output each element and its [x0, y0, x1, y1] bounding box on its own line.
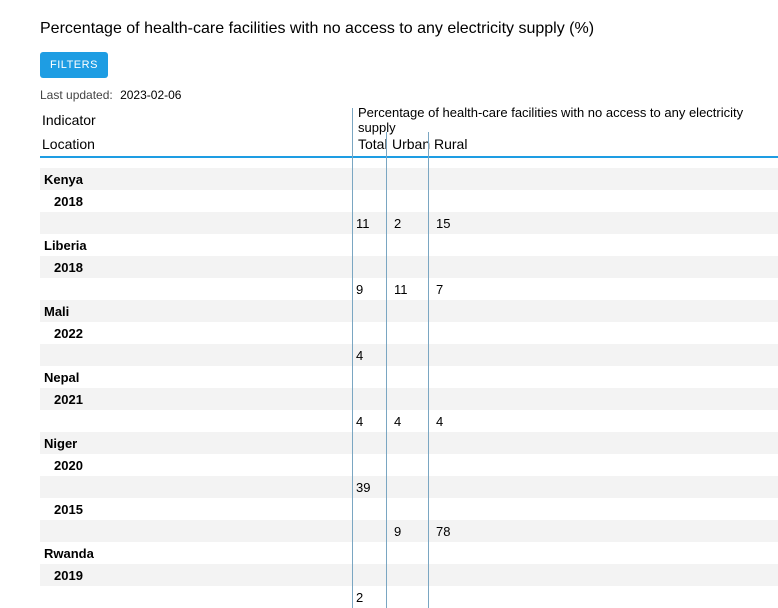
cell-total: 4	[354, 348, 388, 363]
country-label: Rwanda	[40, 546, 354, 561]
cell-urban: 11	[388, 282, 430, 297]
header-indicator-label: Indicator	[40, 112, 354, 128]
country-label: Kenya	[40, 172, 354, 187]
table-row: 2021	[40, 388, 778, 410]
last-updated: Last updated: 2023-02-06	[40, 88, 778, 102]
table-row: Nepal	[40, 366, 778, 388]
cell-total: 39	[354, 480, 388, 495]
table-row: 2015	[40, 498, 778, 520]
table-row: 4	[40, 344, 778, 366]
year-label: 2021	[40, 392, 354, 407]
table-row: 2022	[40, 322, 778, 344]
header-col-urban: Urban	[388, 136, 430, 152]
cell-urban: 9	[388, 524, 430, 539]
page-title: Percentage of health-care facilities wit…	[40, 20, 778, 38]
table-row: Mali	[40, 300, 778, 322]
data-table: Indicator Percentage of health-care faci…	[40, 108, 778, 608]
column-divider	[428, 132, 429, 608]
country-label: Mali	[40, 304, 354, 319]
table-row: 978	[40, 520, 778, 542]
cell-rural: 78	[430, 524, 778, 539]
table-row: Niger	[40, 432, 778, 454]
year-label: 2022	[40, 326, 354, 341]
cell-urban: 4	[388, 414, 430, 429]
year-label: 2018	[40, 260, 354, 275]
cell-total: 11	[354, 216, 388, 231]
table-row: 2019	[40, 564, 778, 586]
header-indicator-value: Percentage of health-care facilities wit…	[354, 105, 778, 135]
last-updated-date: 2023-02-06	[120, 88, 181, 102]
cell-total: 9	[354, 282, 388, 297]
table-row: 11215	[40, 212, 778, 234]
cell-urban: 2	[388, 216, 430, 231]
last-updated-label: Last updated:	[40, 88, 113, 102]
table-body: Kenya201811215Liberia20189117Mali20224Ne…	[40, 158, 778, 608]
table-header: Indicator Percentage of health-care faci…	[40, 108, 778, 158]
cell-rural: 4	[430, 414, 778, 429]
country-label: Nepal	[40, 370, 354, 385]
table-row: 2018	[40, 256, 778, 278]
filters-button[interactable]: FILTERS	[40, 52, 108, 78]
table-row: 2020	[40, 454, 778, 476]
year-label: 2018	[40, 194, 354, 209]
row-gap	[40, 158, 778, 168]
cell-total: 4	[354, 414, 388, 429]
table-row: Rwanda	[40, 542, 778, 564]
cell-rural: 15	[430, 216, 778, 231]
year-label: 2020	[40, 458, 354, 473]
table-row: 2	[40, 586, 778, 608]
header-col-total: Total	[354, 136, 388, 152]
cell-rural: 7	[430, 282, 778, 297]
table-row: Kenya	[40, 168, 778, 190]
table-row: 444	[40, 410, 778, 432]
column-divider	[352, 108, 353, 608]
table-row: 39	[40, 476, 778, 498]
year-label: 2015	[40, 502, 354, 517]
header-col-rural: Rural	[430, 136, 778, 152]
column-divider	[386, 132, 387, 608]
country-label: Niger	[40, 436, 354, 451]
header-location-label: Location	[40, 136, 354, 152]
year-label: 2019	[40, 568, 354, 583]
country-label: Liberia	[40, 238, 354, 253]
table-row: 9117	[40, 278, 778, 300]
table-row: Liberia	[40, 234, 778, 256]
table-row: 2018	[40, 190, 778, 212]
